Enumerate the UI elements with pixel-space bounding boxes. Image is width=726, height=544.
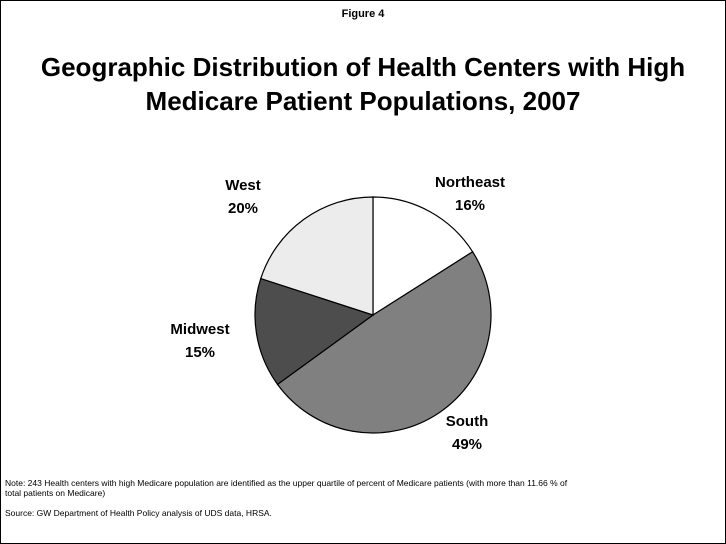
slice-value-label: 15% (185, 344, 215, 361)
pie-slice (254, 277, 375, 386)
pie-slice (372, 196, 474, 317)
pie-slice (260, 196, 374, 316)
slice-label: Midwest (170, 321, 229, 338)
slice-label: Northeast (435, 174, 505, 191)
chart-title: Geographic Distribution of Health Center… (40, 52, 686, 116)
note: Note: 243 Health centers with high Medic… (5, 478, 568, 498)
slice-value-label: 49% (452, 436, 482, 453)
pie-slice (276, 250, 492, 434)
slice-label: South (446, 413, 489, 430)
figure-label: Figure 4 (341, 8, 385, 20)
slice-label: West (225, 177, 261, 194)
slice-value-label: 16% (455, 197, 485, 214)
slice-value-label: 20% (228, 200, 258, 217)
source: Source: GW Department of Health Policy a… (5, 508, 272, 518)
